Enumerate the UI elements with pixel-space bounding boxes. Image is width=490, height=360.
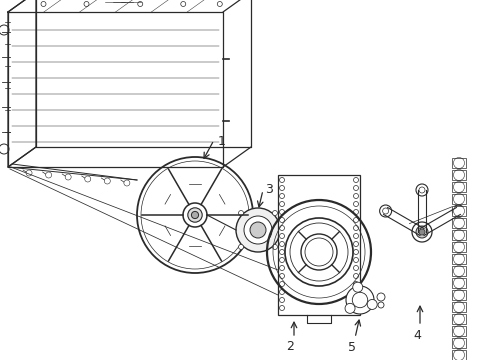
Bar bbox=[452, 290, 466, 300]
Circle shape bbox=[346, 286, 374, 314]
Circle shape bbox=[452, 205, 465, 217]
Text: 5: 5 bbox=[348, 341, 356, 354]
Circle shape bbox=[419, 229, 425, 235]
Circle shape bbox=[416, 184, 428, 196]
Circle shape bbox=[250, 222, 266, 238]
Circle shape bbox=[377, 293, 385, 301]
Bar bbox=[452, 158, 466, 168]
Circle shape bbox=[378, 302, 384, 308]
Circle shape bbox=[416, 226, 428, 238]
Text: 4: 4 bbox=[413, 329, 421, 342]
Text: 3: 3 bbox=[265, 183, 273, 196]
Circle shape bbox=[239, 244, 244, 249]
Bar bbox=[452, 194, 466, 204]
Circle shape bbox=[239, 211, 244, 216]
Bar bbox=[278, 175, 360, 315]
Bar bbox=[452, 326, 466, 336]
Circle shape bbox=[192, 211, 198, 219]
Circle shape bbox=[236, 208, 280, 252]
Bar bbox=[452, 182, 466, 192]
Bar bbox=[452, 338, 466, 348]
Circle shape bbox=[380, 205, 392, 217]
Bar bbox=[452, 302, 466, 312]
Bar bbox=[452, 170, 466, 180]
Circle shape bbox=[183, 203, 207, 227]
Bar bbox=[452, 278, 466, 288]
Bar bbox=[452, 266, 466, 276]
Circle shape bbox=[353, 282, 363, 292]
Circle shape bbox=[188, 208, 202, 222]
Bar bbox=[452, 206, 466, 216]
Circle shape bbox=[345, 303, 355, 313]
Bar bbox=[452, 254, 466, 264]
Bar bbox=[452, 230, 466, 240]
Circle shape bbox=[272, 211, 277, 216]
Bar bbox=[452, 350, 466, 360]
Bar bbox=[452, 242, 466, 252]
Circle shape bbox=[367, 300, 377, 310]
Bar bbox=[452, 218, 466, 228]
Circle shape bbox=[272, 244, 277, 249]
Circle shape bbox=[412, 222, 432, 242]
Text: 1: 1 bbox=[218, 135, 226, 148]
Circle shape bbox=[244, 216, 272, 244]
Bar bbox=[452, 314, 466, 324]
Text: 2: 2 bbox=[286, 340, 294, 353]
